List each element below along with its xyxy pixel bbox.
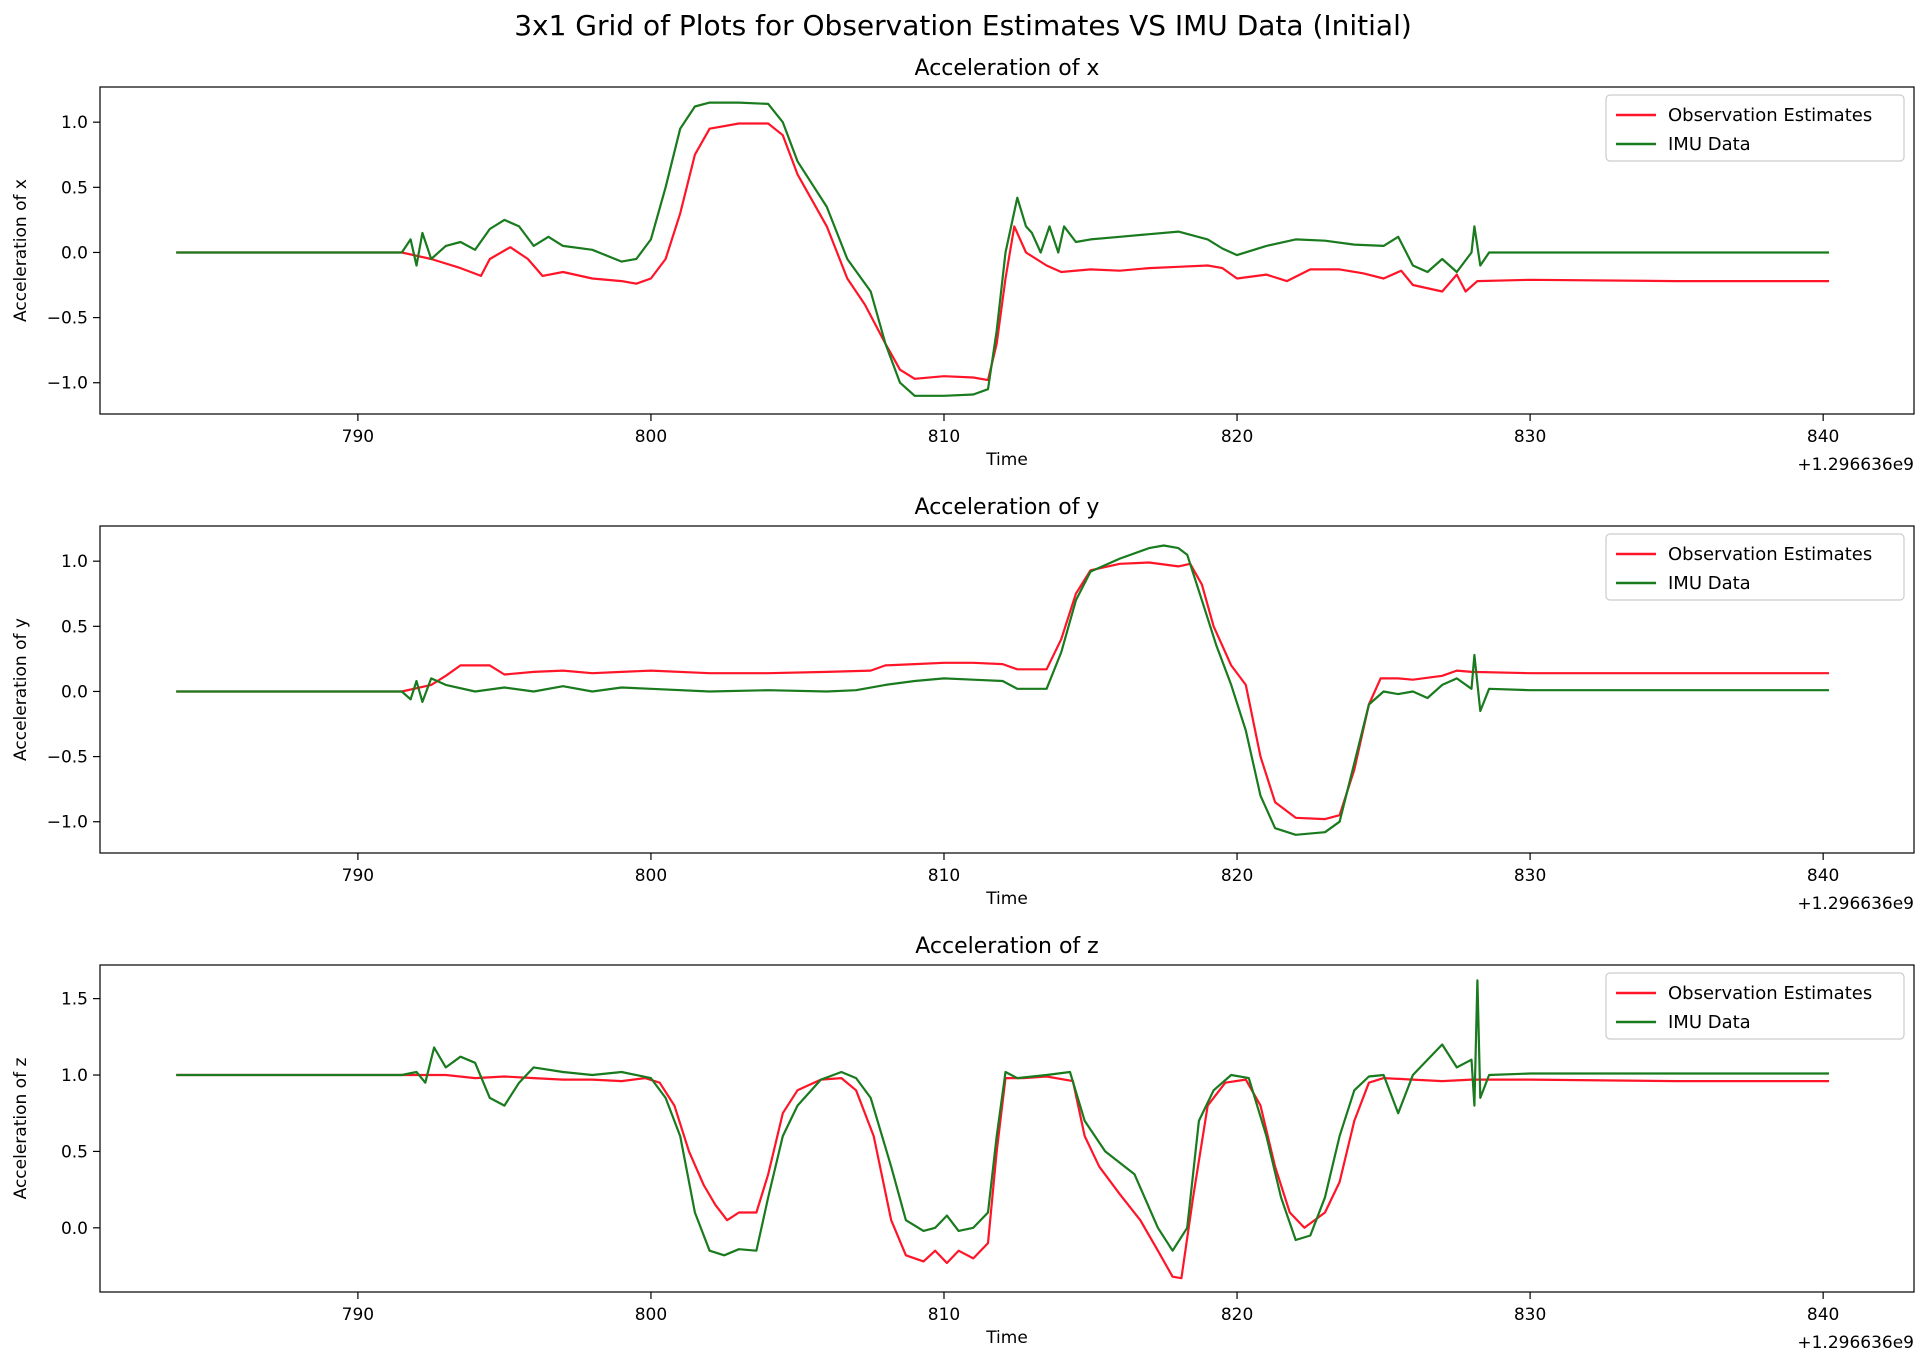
legend-label-imu-data: IMU Data <box>1668 134 1751 155</box>
y-tick-label: −0.5 <box>47 748 88 768</box>
subplot-3: Acceleration of z 790 800 810 820 830 840 0.0 0.… <box>11 934 1915 1353</box>
y-tick-label: −0.5 <box>47 309 88 329</box>
x-tick-label: 800 <box>635 427 667 447</box>
x-tick-label: 810 <box>928 1305 960 1325</box>
y-axis-label: Acceleration of x <box>11 179 31 322</box>
x-offset-label: +1.296636e9 <box>1797 894 1914 914</box>
y-tick-label: 0.0 <box>61 1219 88 1239</box>
y-tick-label: −1.0 <box>47 374 88 394</box>
series-line-observation-estimates <box>176 122 1829 382</box>
y-tick-label: 0.0 <box>61 682 88 702</box>
x-tick-label: 820 <box>1221 427 1253 447</box>
x-tick-label: 810 <box>928 866 960 886</box>
x-tick-label: 820 <box>1221 1305 1253 1325</box>
legend: Observation Estimates IMU Data <box>1605 533 1905 601</box>
figure-suptitle: 3x1 Grid of Plots for Observation Estima… <box>514 9 1412 42</box>
legend-label-observation-estimates: Observation Estimates <box>1668 983 1872 1004</box>
x-tick-label: 820 <box>1221 866 1253 886</box>
x-tick-label: 790 <box>342 1305 374 1325</box>
y-tick-label: 0.5 <box>61 178 88 198</box>
y-axis-label: Acceleration of z <box>11 1058 31 1200</box>
legend-box <box>1605 94 1905 162</box>
x-offset-label: +1.296636e9 <box>1797 455 1914 475</box>
series-line-imu-data <box>176 544 1829 836</box>
axes-frame <box>99 86 1915 415</box>
legend-label-observation-estimates: Observation Estimates <box>1668 544 1872 565</box>
x-tick-label: 840 <box>1807 1305 1839 1325</box>
y-tick-label: 0.0 <box>61 243 88 263</box>
subplots: Acceleration of x 790 800 810 820 830 840 −1.0 −… <box>11 56 1915 1353</box>
legend-box <box>1605 972 1905 1040</box>
y-axis-label: Acceleration of y <box>11 618 31 761</box>
x-offset-label: +1.296636e9 <box>1797 1333 1914 1353</box>
x-tick-label: 800 <box>635 866 667 886</box>
x-tick-label: 790 <box>342 866 374 886</box>
series-line-observation-estimates <box>176 1073 1829 1280</box>
y-tick-label: 0.5 <box>61 1142 88 1162</box>
y-tick-label: 1.0 <box>61 113 88 133</box>
series-line-imu-data <box>176 979 1829 1257</box>
x-axis-label: Time <box>985 450 1028 470</box>
x-tick-label: 830 <box>1514 427 1546 447</box>
subplot-1: Acceleration of x 790 800 810 820 830 840 −1.0 −… <box>11 56 1915 475</box>
subplot-title: Acceleration of y <box>915 495 1100 520</box>
legend-label-imu-data: IMU Data <box>1668 1012 1751 1033</box>
axes-frame <box>99 525 1915 854</box>
x-tick-label: 800 <box>635 1305 667 1325</box>
y-tick-label: 1.0 <box>61 552 88 572</box>
subplot-title: Acceleration of x <box>915 56 1100 81</box>
axes-frame <box>99 964 1915 1293</box>
legend-box <box>1605 533 1905 601</box>
legend: Observation Estimates IMU Data <box>1605 94 1905 162</box>
legend: Observation Estimates IMU Data <box>1605 972 1905 1040</box>
x-tick-label: 840 <box>1807 427 1839 447</box>
x-axis-label: Time <box>985 1328 1028 1348</box>
series-line-imu-data <box>176 101 1829 397</box>
x-tick-label: 830 <box>1514 866 1546 886</box>
x-tick-label: 840 <box>1807 866 1839 886</box>
x-axis-label: Time <box>985 889 1028 909</box>
legend-label-observation-estimates: Observation Estimates <box>1668 105 1872 126</box>
y-tick-label: 1.0 <box>61 1066 88 1086</box>
x-tick-label: 810 <box>928 427 960 447</box>
subplot-2: Acceleration of y 790 800 810 820 830 840 −1.0 −… <box>11 495 1915 914</box>
y-tick-label: 0.5 <box>61 617 88 637</box>
y-tick-label: −1.0 <box>47 813 88 833</box>
y-tick-label: 1.5 <box>61 990 88 1010</box>
x-tick-label: 830 <box>1514 1305 1546 1325</box>
x-tick-label: 790 <box>342 427 374 447</box>
legend-label-imu-data: IMU Data <box>1668 573 1751 594</box>
subplot-title: Acceleration of z <box>915 934 1098 959</box>
series-line-observation-estimates <box>176 561 1829 821</box>
